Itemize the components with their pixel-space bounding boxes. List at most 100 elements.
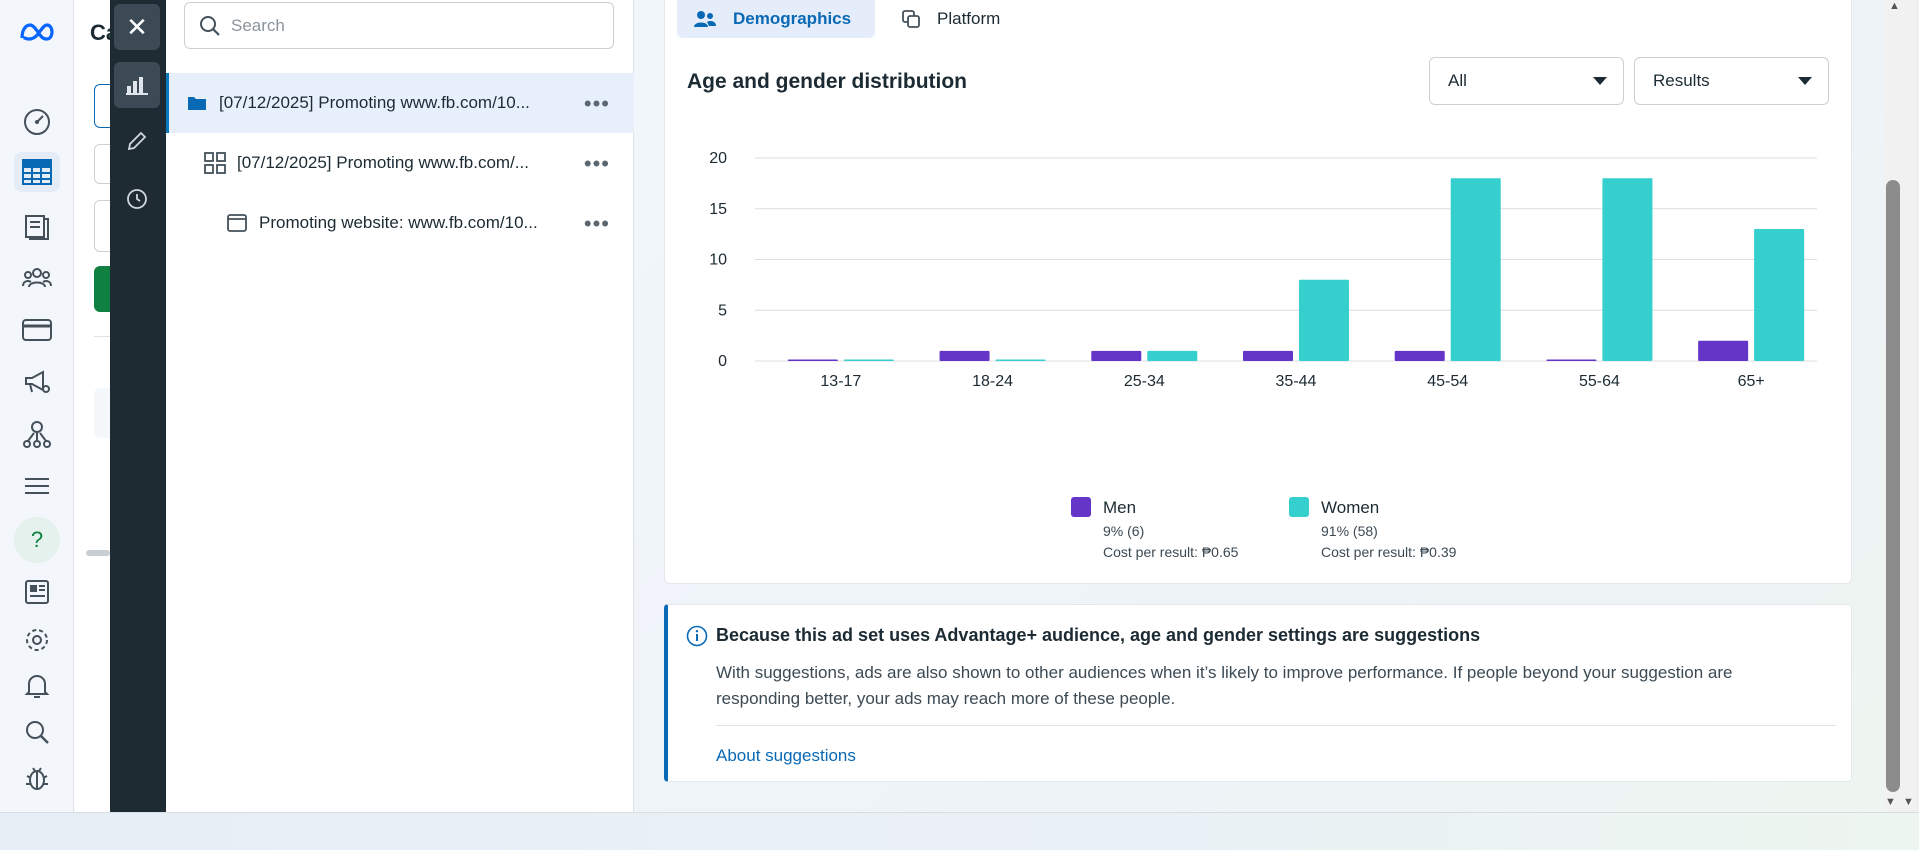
legend-swatch-men — [1071, 497, 1091, 517]
search-icon[interactable] — [14, 712, 60, 752]
edit-pencil-icon[interactable] — [114, 118, 160, 164]
more-options-icon[interactable]: ••• — [583, 211, 610, 236]
x-tick-label: 65+ — [1738, 373, 1765, 390]
peek-scrollbar[interactable] — [86, 550, 110, 556]
more-options-icon[interactable]: ••• — [583, 151, 610, 176]
legend-share: 91% (58) — [1321, 523, 1378, 539]
bar-men — [939, 350, 990, 361]
chevron-down-icon — [1798, 77, 1812, 85]
bar-women — [843, 359, 894, 361]
metric-dropdown[interactable]: Results — [1634, 57, 1829, 105]
dropdown-value: Results — [1653, 71, 1710, 90]
audiences-icon[interactable] — [14, 258, 60, 298]
x-tick-label: 25-34 — [1124, 373, 1165, 390]
bar-women — [1299, 279, 1349, 361]
scrollbar-thumb[interactable] — [1886, 180, 1900, 792]
help-icon[interactable]: ? — [14, 517, 60, 563]
bar-men — [1091, 350, 1142, 361]
tab-platform[interactable]: Platform — [901, 0, 1000, 38]
dashboard-gauge-icon[interactable] — [14, 102, 60, 142]
platform-icon — [901, 9, 921, 29]
legend-share: 9% (6) — [1103, 523, 1145, 539]
side-rail: ✕ — [110, 0, 166, 818]
gender-filter-dropdown[interactable]: All — [1429, 57, 1624, 105]
y-tick-label: 15 — [709, 201, 727, 218]
scroll-down-icon[interactable]: ▼ — [1885, 796, 1896, 808]
people-icon — [693, 10, 717, 28]
settings-gear-icon[interactable] — [14, 620, 60, 660]
bar-men — [1698, 340, 1749, 361]
menu-hamburger-icon[interactable] — [14, 466, 60, 506]
bar-men — [1394, 350, 1445, 361]
scroll-up-icon[interactable]: ▲ — [1889, 0, 1900, 12]
search-box — [184, 2, 614, 49]
age-gender-bar-chart: 0 5 10 15 20 13-17 18-24 25-34 35-44 45-54 55-64 65… — [709, 150, 1817, 390]
tree-item-ad[interactable]: Promoting website: www.fb.com/10... ••• — [166, 193, 634, 253]
bar-women — [1754, 229, 1805, 361]
legend-label: Women — [1321, 498, 1380, 517]
campaigns-panel-peek: Ca — [74, 0, 124, 812]
bar-women — [1450, 178, 1501, 361]
notice-body: With suggestions, ads are also shown to … — [716, 663, 1733, 708]
divider — [716, 725, 1836, 726]
about-suggestions-link[interactable]: About suggestions — [716, 746, 856, 765]
x-tick-label: 55-64 — [1579, 373, 1620, 390]
bar-women — [995, 359, 1046, 361]
bar-women — [1602, 178, 1653, 361]
campaigns-table-icon[interactable] — [14, 152, 60, 192]
billing-card-icon[interactable] — [14, 310, 60, 350]
adset-grid-icon — [203, 151, 227, 175]
demographics-card: Demographics Platform Age and gender dis… — [664, 0, 1852, 584]
history-clock-icon[interactable] — [114, 176, 160, 222]
news-icon[interactable] — [14, 572, 60, 612]
x-tick-label: 35-44 — [1276, 373, 1317, 390]
legend-cost: Cost per result: ₱0.39 — [1321, 544, 1457, 560]
dropdown-value: All — [1448, 71, 1467, 90]
more-options-icon[interactable]: ••• — [583, 91, 610, 116]
tree-item-campaign[interactable]: [07/12/2025] Promoting www.fb.com/10... … — [166, 73, 634, 133]
bar-women — [1147, 350, 1198, 361]
advantage-notice: Because this ad set uses Advantage+ audi… — [664, 604, 1852, 782]
x-tick-label: 13-17 — [820, 373, 861, 390]
section-title: Age and gender distribution — [687, 70, 968, 93]
report-bug-icon[interactable] — [14, 758, 60, 798]
meta-logo-icon[interactable] — [14, 12, 60, 52]
bottom-bar — [0, 812, 1919, 850]
tree-item-label: [07/12/2025] Promoting www.fb.com/... — [237, 153, 529, 172]
chevron-down-icon — [1593, 77, 1607, 85]
global-nav: ? — [0, 0, 74, 812]
tree-item-adset[interactable]: [07/12/2025] Promoting www.fb.com/... ••… — [166, 133, 634, 193]
bar-men — [787, 359, 838, 361]
y-tick-label: 20 — [709, 150, 727, 167]
folder-icon — [185, 91, 209, 115]
close-icon[interactable]: ✕ — [114, 4, 160, 50]
scroll-down-icon[interactable]: ▼ — [1903, 796, 1914, 808]
pages-icon[interactable] — [14, 206, 60, 246]
bar-chart-icon[interactable] — [114, 62, 160, 108]
campaign-tree-panel: [07/12/2025] Promoting www.fb.com/10... … — [166, 0, 634, 812]
business-network-icon[interactable] — [14, 414, 60, 454]
tab-demographics[interactable]: Demographics — [677, 0, 875, 38]
main-content: Demographics Platform Age and gender dis… — [634, 0, 1885, 812]
search-icon — [200, 15, 220, 36]
x-tick-label: 18-24 — [972, 373, 1013, 390]
ad-window-icon — [225, 211, 249, 235]
x-tick-label: 45-54 — [1427, 373, 1468, 390]
tab-label: Platform — [937, 9, 1001, 28]
notice-title: Because this ad set uses Advantage+ audi… — [716, 625, 1481, 645]
legend-label: Men — [1103, 498, 1137, 517]
y-tick-label: 0 — [718, 353, 727, 370]
bar-men — [1546, 359, 1597, 361]
y-tick-label: 5 — [718, 302, 727, 319]
ads-manager-megaphone-icon[interactable] — [14, 362, 60, 402]
tree-item-label: Promoting website: www.fb.com/10... — [259, 213, 538, 232]
legend-swatch-women — [1289, 497, 1309, 517]
page-scrollbar[interactable]: ▲ ▼ ▼ — [1885, 0, 1919, 812]
legend-cost: Cost per result: ₱0.65 — [1103, 544, 1239, 560]
y-tick-label: 10 — [709, 252, 727, 269]
tree-item-label: [07/12/2025] Promoting www.fb.com/10... — [219, 93, 530, 112]
info-icon — [686, 625, 708, 647]
notifications-bell-icon[interactable] — [14, 666, 60, 706]
bar-men — [1243, 350, 1293, 361]
search-input[interactable] — [231, 15, 591, 36]
